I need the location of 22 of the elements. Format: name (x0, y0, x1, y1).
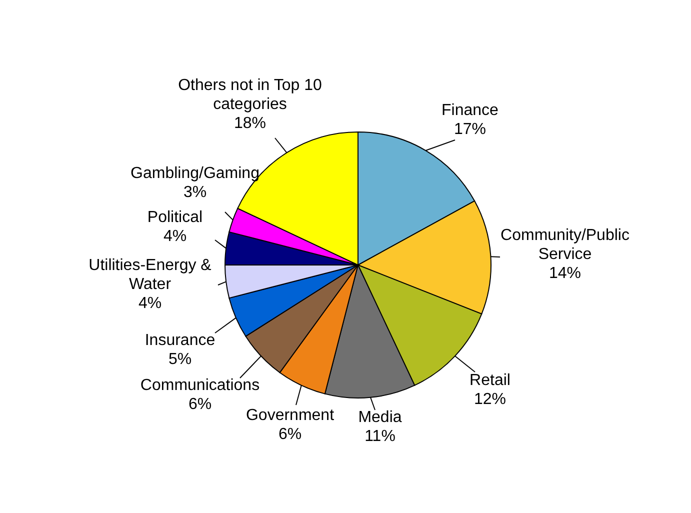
slice-label: Community/Public Service (500, 227, 630, 263)
data-label: 11% (364, 428, 396, 445)
data-label: 4% (163, 228, 187, 245)
data-label: 6% (278, 426, 302, 443)
legend-label: Political (147, 209, 203, 226)
slice-label: Utilities-Energy & Water (88, 257, 212, 293)
data-label: 14% (548, 265, 582, 282)
slice-label: Finance (442, 102, 499, 119)
slice-label: Government (246, 407, 335, 424)
data-label: 6% (188, 396, 212, 413)
data-label: 3% (183, 184, 207, 201)
slice-label: Media (358, 409, 402, 426)
data-label: 4% (138, 295, 162, 312)
slice-label: Retail (470, 372, 510, 389)
slice-label: Communications (140, 377, 260, 394)
slice-label: Gambling/Gaming (130, 165, 260, 182)
data-label: 17% (454, 121, 486, 138)
slice-label: Others not in Top 10 categories (178, 77, 322, 113)
data-label: 18% (234, 115, 266, 132)
data-label: 5% (168, 351, 192, 368)
data-label: 12% (474, 391, 506, 408)
slice-label: Insurance (144, 332, 216, 349)
